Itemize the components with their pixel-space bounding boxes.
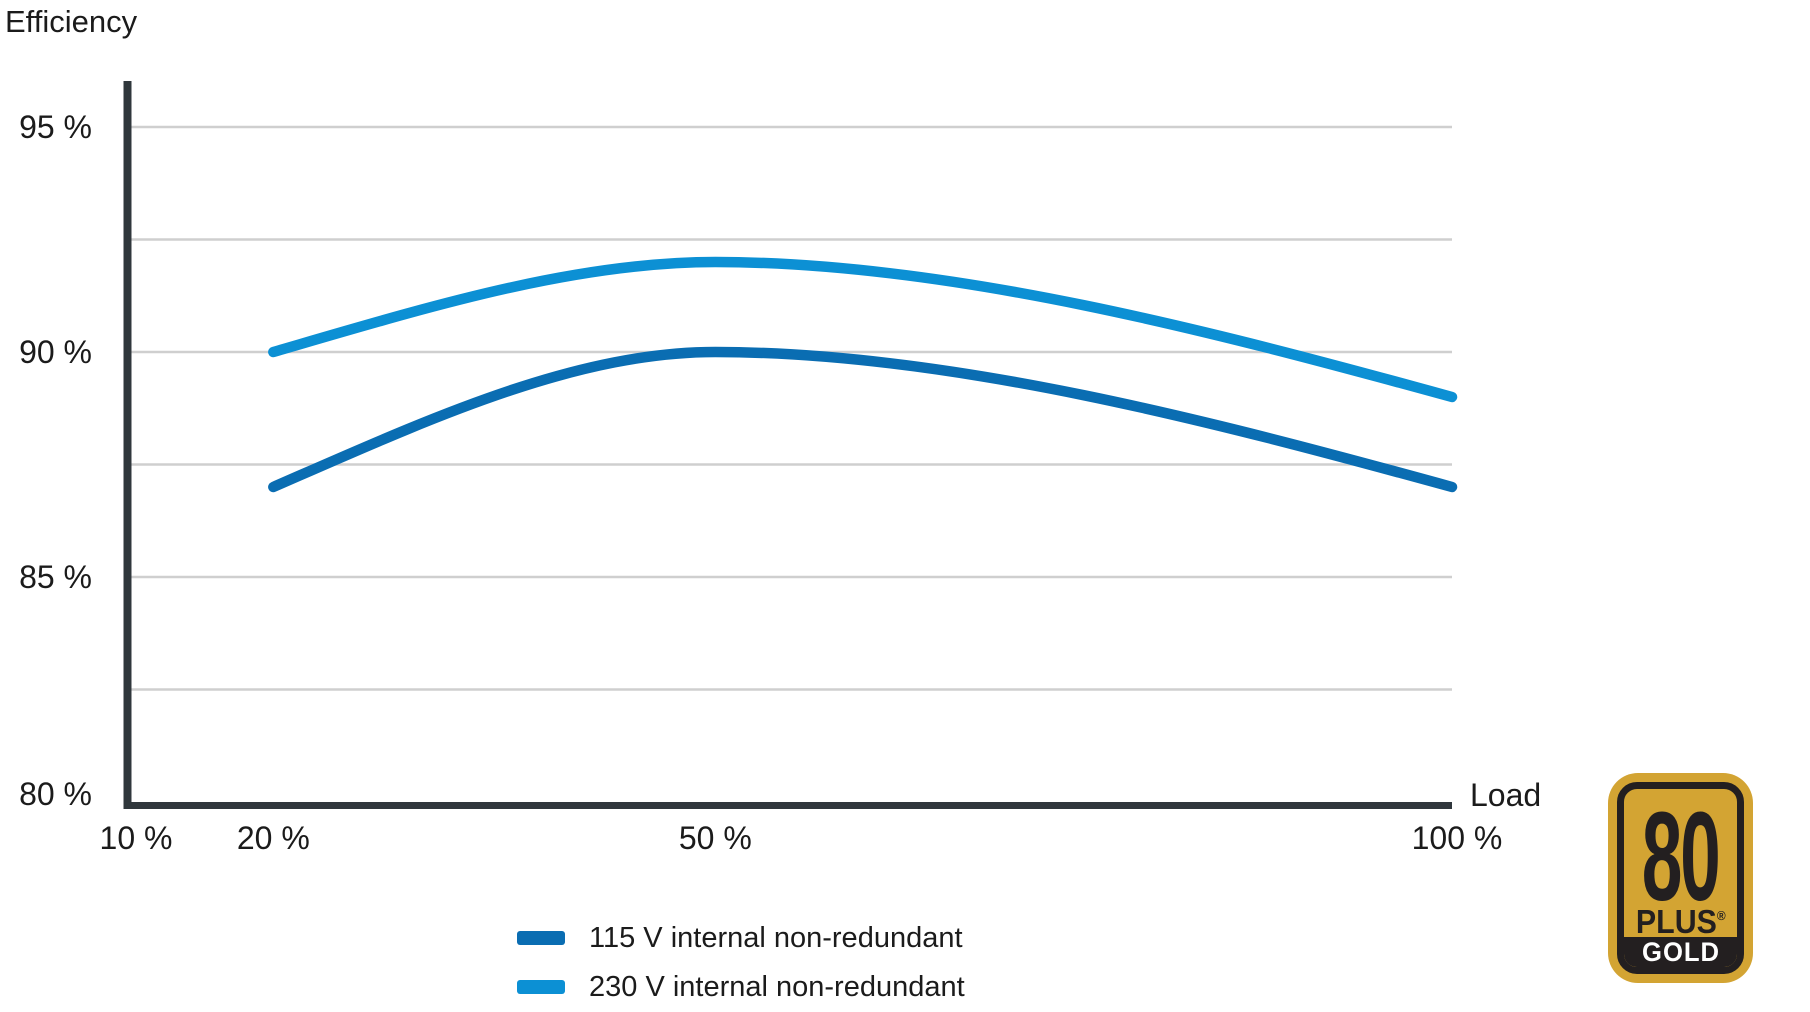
y-tick-label: 90 % — [19, 334, 92, 370]
badge-number: 80 — [1642, 786, 1721, 927]
y-tick-label: 80 % — [19, 776, 92, 812]
badge-plus-label: PLUS® — [1635, 903, 1726, 940]
y-tick-label: 95 % — [19, 109, 92, 145]
legend-label-115v: 115 V internal non-redundant — [589, 922, 963, 954]
y-axis-title: Efficiency — [5, 4, 138, 39]
x-tick-label: 10 % — [99, 820, 173, 856]
series-curve-115v — [268, 346, 1458, 493]
80plus-gold-badge: 80 PLUS® GOLD — [1608, 773, 1753, 983]
legend: 115 V internal non-redundant 230 V inter… — [517, 920, 965, 1012]
legend-item-115v: 115 V internal non-redundant — [517, 920, 965, 956]
x-axis-title: Load — [1470, 777, 1542, 813]
badge-inner-frame: 80 PLUS® GOLD — [1617, 782, 1744, 974]
x-tick-label: 100 % — [1411, 820, 1503, 856]
legend-label-230v: 230 V internal non-redundant — [589, 971, 965, 1003]
series-curve-230v — [268, 256, 1458, 403]
legend-swatch-115v — [517, 931, 565, 945]
legend-swatch-230v — [517, 980, 565, 994]
badge-tier-band: GOLD — [1624, 937, 1737, 967]
y-tick-label: 85 % — [19, 559, 92, 595]
x-tick-label: 50 % — [678, 820, 752, 856]
registered-trademark-icon: ® — [1716, 908, 1726, 923]
x-tick-label: 20 % — [236, 820, 310, 856]
badge-tier-label: GOLD — [1641, 937, 1720, 967]
legend-item-230v: 230 V internal non-redundant — [517, 969, 965, 1005]
